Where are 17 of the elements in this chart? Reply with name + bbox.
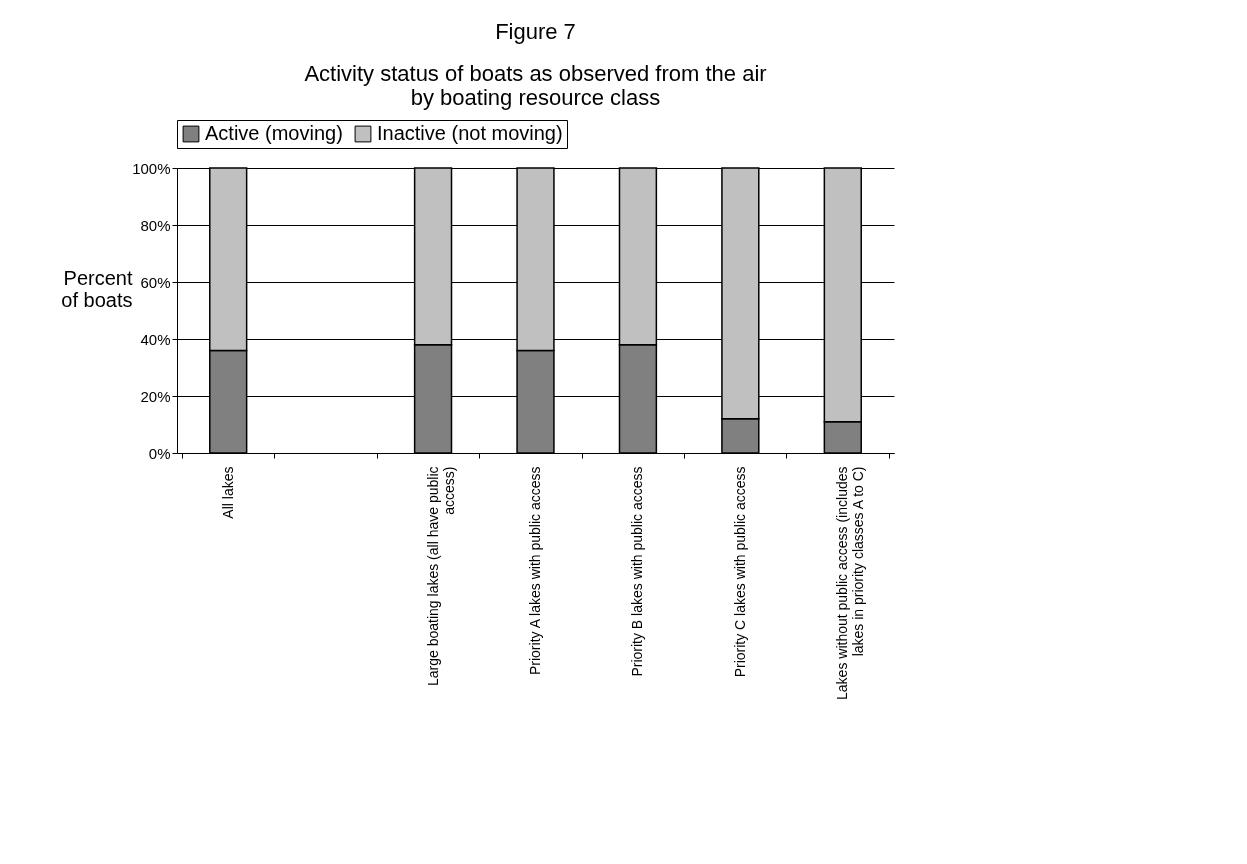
- chart-subtitle: Activity status of boats as observed from the air by boating resource class: [304, 60, 767, 110]
- chart-title: Figure 7: [495, 18, 576, 44]
- x-tick-label: Priority C lakes with public access: [731, 466, 748, 678]
- x-tick-label: Priority B lakes with public access: [629, 466, 646, 677]
- y-tick-label: 60%: [140, 273, 171, 291]
- y-tick-label: 20%: [140, 387, 171, 405]
- y-axis-title: Percent of boats: [61, 266, 133, 311]
- x-tick-label: Priority A lakes with public access: [527, 466, 543, 676]
- legend-label: Inactive (not moving): [377, 122, 563, 144]
- y-tick-label: 40%: [140, 330, 171, 348]
- x-tick-label: All lakes: [219, 466, 236, 519]
- x-tick-label: Lakes without public access (includes lakes in priority classes A to C): [834, 466, 867, 700]
- x-tick-label: Large boating lakes (all have public access): [424, 466, 457, 686]
- y-tick-label: 100%: [132, 159, 171, 177]
- y-tick-label: 80%: [140, 216, 171, 234]
- y-tick-label: 0%: [148, 444, 171, 462]
- legend-label: Active (moving): [205, 122, 343, 144]
